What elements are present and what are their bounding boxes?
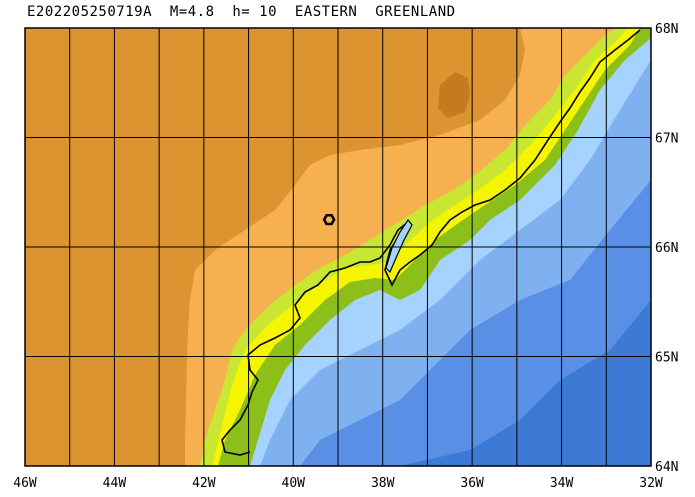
x-tick-label: 42W	[192, 476, 216, 491]
x-tick-label: 36W	[460, 476, 484, 491]
y-tick-label: 67N	[655, 132, 678, 147]
fjord-inlet	[385, 218, 413, 274]
y-tick-label: 68N	[655, 22, 678, 37]
x-tick-label: 40W	[282, 476, 306, 491]
x-tick-label: 34W	[550, 476, 574, 491]
x-tick-label: 32W	[639, 476, 663, 491]
x-axis-labels: 46W 44W 42W 40W 38W 36W 34W 32W	[13, 476, 663, 491]
land-peak	[438, 72, 470, 118]
y-tick-label: 64N	[655, 460, 678, 475]
y-tick-label: 66N	[655, 241, 678, 256]
y-tick-label: 65N	[655, 351, 678, 366]
x-tick-label: 38W	[371, 476, 395, 491]
x-tick-label: 44W	[103, 476, 127, 491]
hexagon-epicenter-icon	[322, 214, 336, 226]
y-axis-labels: 68N 67N 66N 65N 64N	[655, 22, 678, 475]
map-frame	[24, 27, 652, 467]
graticule	[25, 28, 651, 466]
x-tick-label: 46W	[13, 476, 37, 491]
map-title: E202205250719A M=4.8 h= 10 EASTERN GREEN…	[27, 4, 456, 20]
